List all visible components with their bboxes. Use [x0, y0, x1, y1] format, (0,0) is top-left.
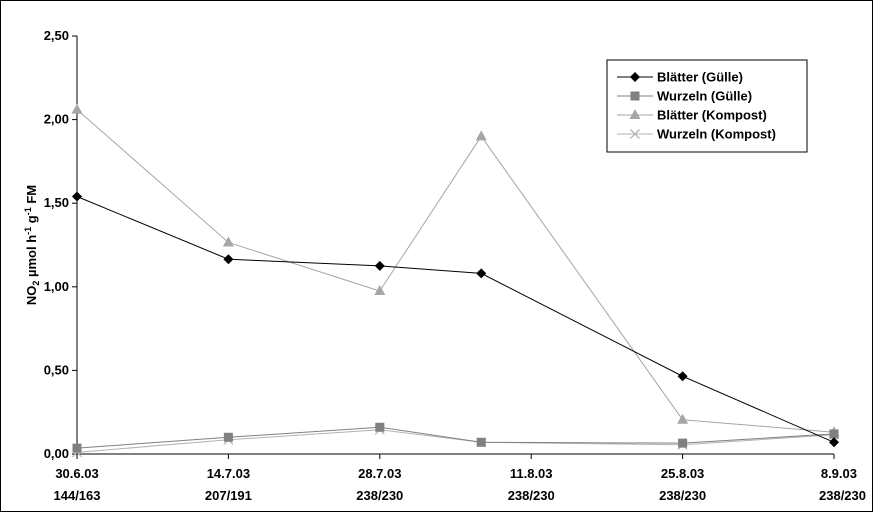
legend-label: Blätter (Kompost) [657, 108, 767, 123]
series-1 [72, 422, 839, 453]
data-point [677, 371, 688, 382]
data-point [374, 284, 386, 295]
legend-entry: Blätter (Gülle) [617, 70, 743, 85]
x-tick-label-date: 14.7.03 [207, 466, 250, 481]
legend-label: Wurzeln (Kompost) [657, 127, 776, 142]
y-axis-ticks: 0,00 0,50 1,00 1,50 2,00 2,50 [44, 28, 77, 461]
legend-marker [630, 72, 640, 82]
x-tick-label-date: 30.6.03 [55, 466, 98, 481]
y-axis-label: NO2 µmol h-1 g-1 FM [23, 185, 41, 305]
data-point [71, 103, 83, 114]
data-point [475, 130, 487, 141]
data-point [829, 429, 839, 439]
y-tick-label: 2,50 [44, 28, 69, 43]
series-0 [72, 191, 839, 448]
data-point [72, 443, 82, 453]
data-point [223, 432, 233, 442]
legend: Blätter (Gülle) Wurzeln (Gülle) Blätter (K… [606, 59, 808, 153]
data-point [375, 422, 385, 432]
legend-entry: Blätter (Kompost) [617, 108, 767, 123]
x-tick-label-date: 8.9.03 [821, 466, 857, 481]
x-tick-label-sub: 238/230 [508, 488, 555, 503]
series-line [76, 109, 835, 433]
x-tick-label-date: 11.8.03 [510, 466, 553, 481]
data-point [72, 191, 82, 202]
legend-box [606, 59, 808, 153]
legend-label: Wurzeln (Gülle) [657, 89, 752, 104]
y-tick-label: 0,00 [44, 446, 69, 461]
series-line [76, 196, 835, 443]
data-point [223, 254, 234, 265]
data-point [222, 236, 234, 247]
data-point [476, 268, 487, 279]
legend-marker [629, 109, 641, 119]
legend-entry: Wurzeln (Gülle) [617, 89, 752, 104]
x-tick-label-sub: 144/163 [54, 488, 101, 503]
legend-marker [630, 91, 640, 101]
data-point [829, 437, 839, 448]
data-point [476, 437, 486, 447]
legend-marker [630, 129, 640, 139]
series-layer [71, 103, 840, 458]
y-tick-label: 0,50 [44, 362, 69, 377]
data-point [678, 438, 688, 448]
y-tick-label: 2,00 [44, 112, 69, 127]
series-line [76, 426, 835, 449]
legend-entry: Wurzeln (Kompost) [617, 127, 776, 142]
y-tick-label: 1,00 [44, 279, 69, 294]
data-point [374, 260, 385, 271]
x-axis-ticks: 30.6.03 144/163 14.7.03 207/191 28.7.03 238/2… [54, 454, 866, 503]
legend-label: Blätter (Gülle) [657, 70, 743, 85]
x-tick-label-date: 25.8.03 [661, 466, 704, 481]
marker-stroke [630, 129, 640, 139]
x-tick-label-sub: 238/230 [819, 488, 866, 503]
y-tick-label: 1,50 [44, 195, 69, 210]
data-point [677, 413, 689, 424]
x-tick-label-sub: 207/191 [205, 488, 252, 503]
x-tick-label-date: 28.7.03 [358, 466, 401, 481]
x-tick-label-sub: 238/230 [659, 488, 706, 503]
x-tick-label-sub: 238/230 [356, 488, 403, 503]
series-line [76, 429, 835, 453]
